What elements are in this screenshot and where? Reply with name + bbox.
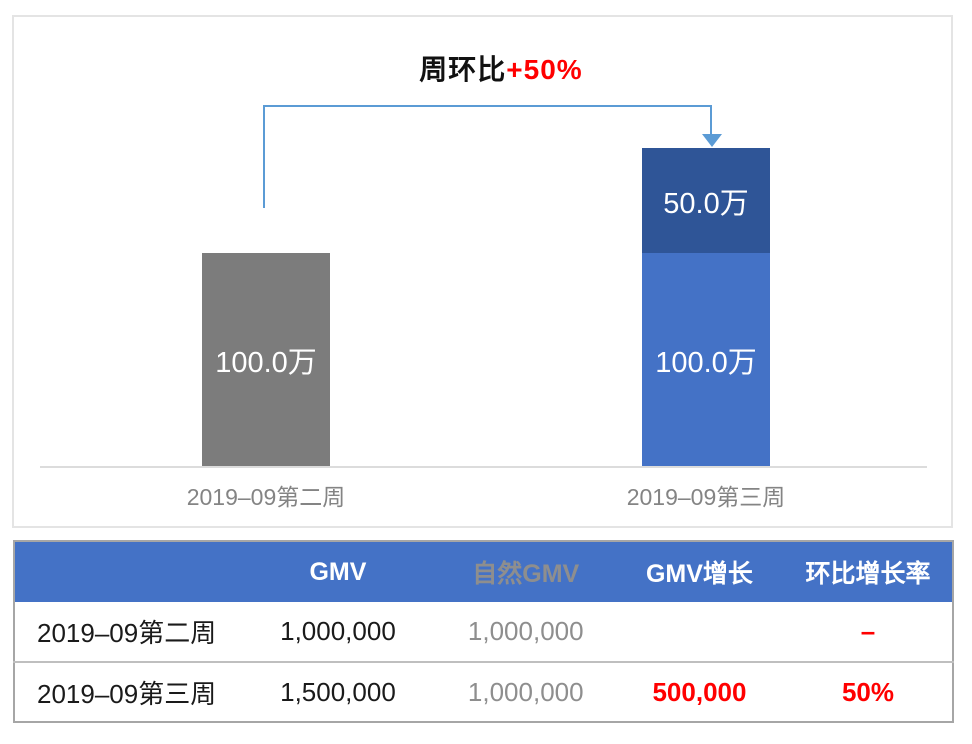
bar-week3-natural-label: 100.0万 [655,347,757,379]
cell-week2-gmv: 1,000,000 [280,616,396,646]
bar-week3-natural-segment: 100.0万 [642,253,770,467]
cell-week3-growth-rate: 50% [841,676,894,707]
col-header-gmv-growth: GMV增长 [614,541,784,602]
comparison-bracket-left [263,105,265,208]
cell-week3-name: 2019–09第三周 [37,678,217,709]
growth-annotation: 周环比+50% [301,48,701,88]
comparison-bracket-right [710,105,712,135]
cell-week2-natural-gmv: 1,000,000 [467,616,584,646]
cell-week3-gmv-growth: 500,000 [652,676,747,707]
arrow-down-icon [702,134,722,147]
x-label-week2: 2019–09第二周 [186,484,346,510]
col-header-growth-rate: 环比增长率 [783,541,953,602]
gmv-chart-panel: 周环比+50% 100.0万 50.0万 100.0万 2019–09第二周 2… [12,15,953,528]
bar-week2-label: 100.0万 [215,346,317,379]
bar-week2-natural-gmv: 100.0万 [202,253,330,466]
table-header-row: GMV 自然GMV GMV增长 环比增长率 [14,541,953,602]
col-header-natural-gmv: 自然GMV [436,541,615,602]
cell-week2-name: 2019–09第二周 [37,618,217,648]
comparison-bracket-horizontal [263,105,712,107]
bar-week3-growth-segment: 50.0万 [642,148,770,253]
cell-week3-natural-gmv: 1,000,000 [467,676,584,707]
cell-week3-gmv: 1,500,000 [280,676,396,707]
cell-week2-gmv-growth [615,602,784,662]
cell-week2-growth-rate: – [860,616,876,646]
growth-annotation-value: +50% [506,54,583,85]
table-row-week3: 2019–09第三周 1,500,000 1,000,000 500,000 5… [14,662,953,722]
gmv-summary-table: GMV 自然GMV GMV增长 环比增长率 2019–09第二周 1,000,0… [13,540,954,723]
col-header-gmv: GMV [239,541,437,602]
x-label-week3: 2019–09第三周 [626,484,786,510]
table-row-week2: 2019–09第二周 1,000,000 1,000,000 – [14,602,953,662]
x-axis-line [40,466,927,468]
table-header: GMV 自然GMV GMV增长 环比增长率 [14,541,953,602]
growth-annotation-prefix: 周环比 [419,54,507,85]
bar-week3-growth-label: 50.0万 [663,187,749,220]
col-header-empty [14,541,240,602]
